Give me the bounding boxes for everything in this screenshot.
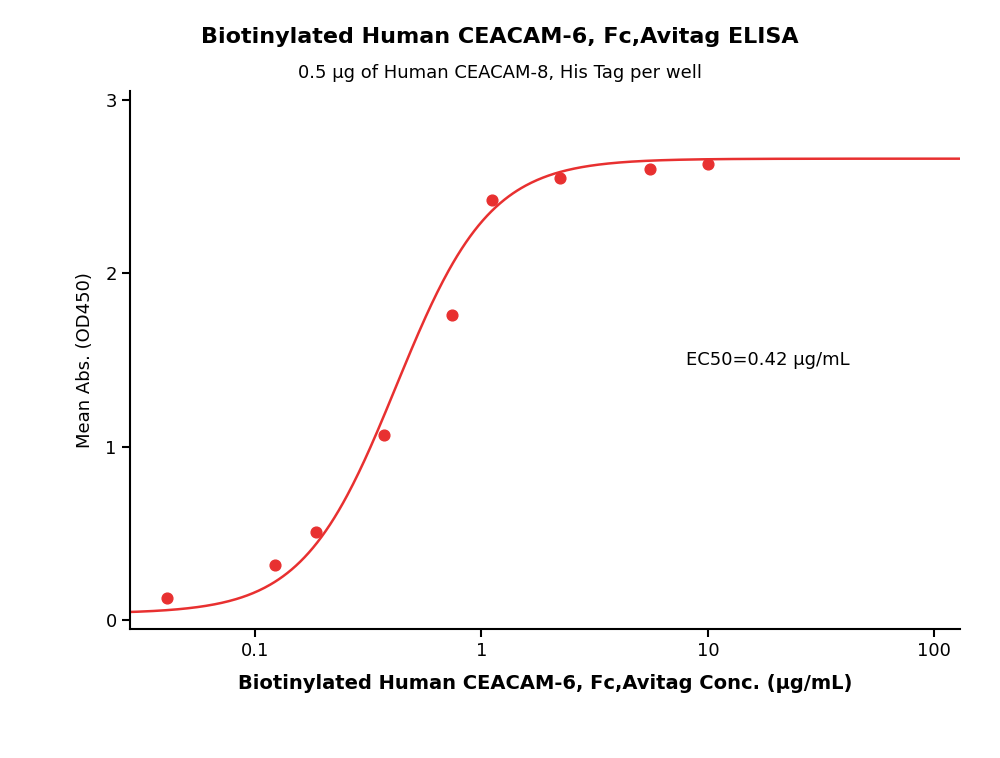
- Point: [444, 309, 460, 321]
- X-axis label: Biotinylated Human CEACAM-6, Fc,Avitag Conc. (μg/mL): Biotinylated Human CEACAM-6, Fc,Avitag C…: [238, 674, 852, 694]
- Point: [376, 428, 392, 440]
- Point: [267, 559, 283, 571]
- Point: [552, 172, 568, 184]
- Point: [642, 163, 658, 175]
- Y-axis label: Mean Abs. (OD450): Mean Abs. (OD450): [76, 272, 94, 448]
- Point: [159, 592, 175, 604]
- Point: [484, 194, 500, 206]
- Point: [308, 526, 324, 538]
- Text: EC50=0.42 μg/mL: EC50=0.42 μg/mL: [686, 351, 850, 369]
- Point: [700, 158, 716, 170]
- Text: Biotinylated Human CEACAM-6, Fc,Avitag ELISA: Biotinylated Human CEACAM-6, Fc,Avitag E…: [201, 27, 799, 46]
- Text: 0.5 μg of Human CEACAM-8, His Tag per well: 0.5 μg of Human CEACAM-8, His Tag per we…: [298, 64, 702, 83]
